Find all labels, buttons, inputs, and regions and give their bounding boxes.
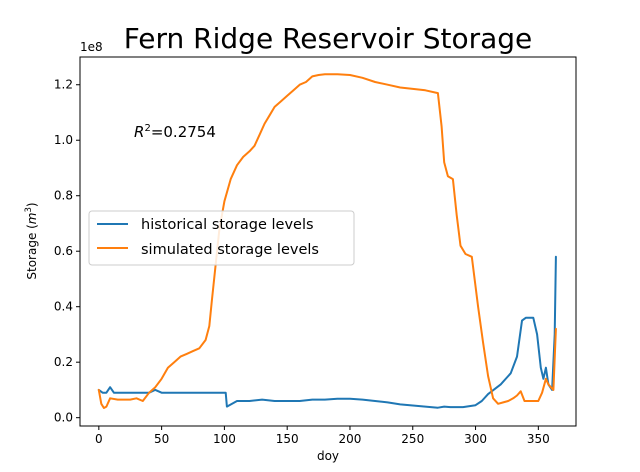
x-tick-label: 200 [339, 432, 362, 446]
y-tick-label: 0.6 [54, 244, 73, 258]
legend: historical storage levels simulated stor… [88, 210, 355, 266]
annotation-value: =0.2754 [151, 123, 216, 141]
legend-box [88, 210, 355, 266]
y-tick-label: 1.0 [54, 133, 73, 147]
y-tick-label: 0.4 [54, 300, 73, 314]
y-tick-label: 0.0 [54, 411, 73, 425]
y-axis-label-unit: m [25, 212, 39, 224]
y-tick-label: 0.2 [54, 355, 73, 369]
x-tick-label: 50 [154, 432, 169, 446]
series-line-simulated [97, 73, 557, 409]
x-axis-label: doy [317, 449, 339, 463]
x-tick-label: 350 [527, 432, 550, 446]
x-tick-label: 250 [401, 432, 424, 446]
x-tick-label: 0 [95, 432, 103, 446]
x-tick-label: 150 [276, 432, 299, 446]
annotation-sup: 2 [144, 123, 150, 134]
y-tick-label: 1.2 [54, 78, 73, 92]
chart-title: Fern Ridge Reservoir Storage [124, 22, 533, 55]
series-layer [97, 73, 557, 409]
x-tick-label: 300 [464, 432, 487, 446]
legend-label-historical: historical storage levels [141, 217, 314, 233]
y-axis-label-close: ) [25, 202, 39, 207]
y-offset-label: 1e8 [80, 40, 103, 54]
y-axis-label-main: Storage ( [25, 224, 39, 279]
y-axis: 0.0 0.2 0.4 0.6 0.8 1.0 1.2 [54, 78, 80, 425]
y-tick-label: 0.8 [54, 189, 73, 203]
x-axis: 0 50 100 150 200 250 300 350 [95, 426, 550, 446]
y-axis-label-exponent: 3 [24, 207, 34, 212]
annotation-r: R [134, 123, 144, 141]
r-squared-annotation: R2=0.2754 [134, 123, 216, 141]
x-tick-label: 100 [213, 432, 236, 446]
y-axis-label: Storage (m3) [24, 202, 39, 279]
series-line-historical [97, 255, 557, 409]
legend-label-simulated: simulated storage levels [141, 242, 319, 258]
